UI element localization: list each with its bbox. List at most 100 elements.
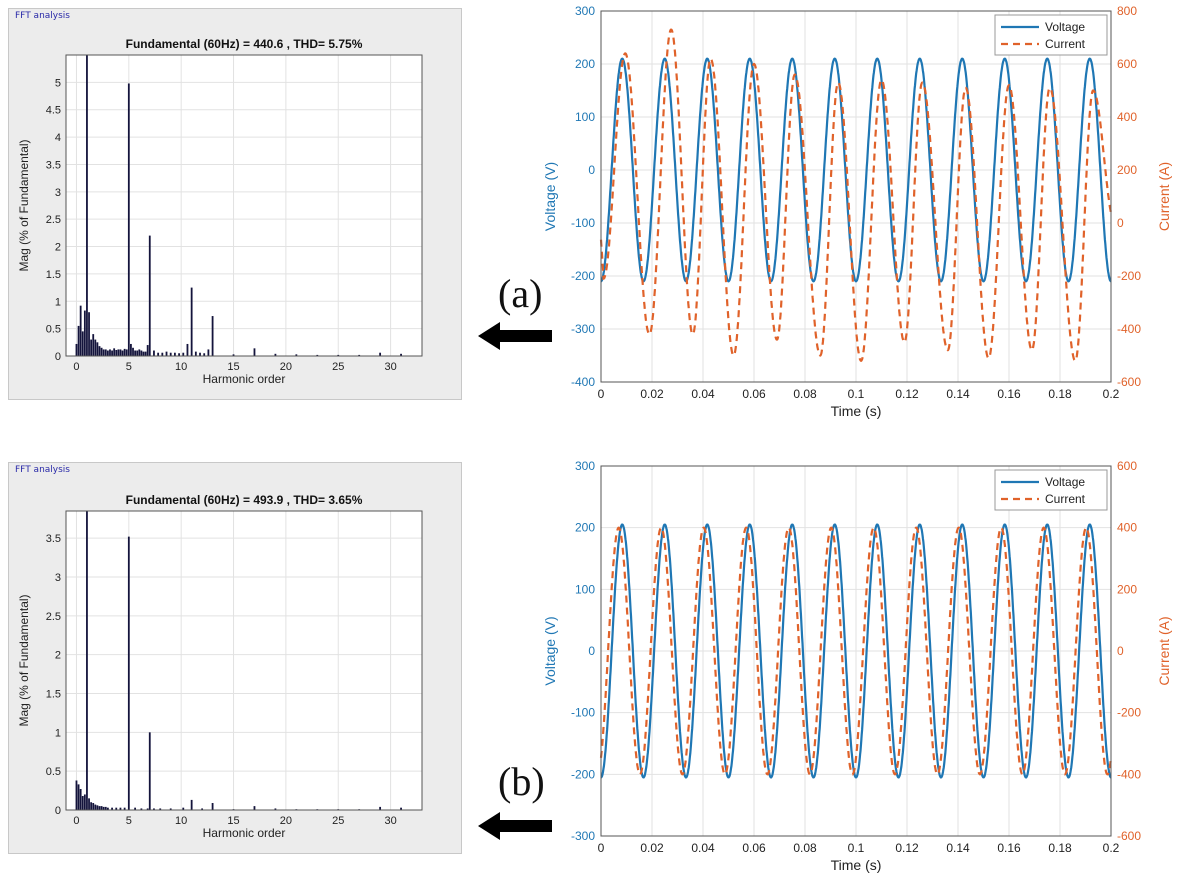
y-tick-label: 3.5 <box>46 533 61 545</box>
harmonic-bar <box>161 352 164 356</box>
plot-frame <box>600 465 1112 837</box>
y2-tick-label: 200 <box>1117 163 1137 177</box>
y2-tick-label: 0 <box>1117 216 1124 230</box>
harmonic-bar <box>316 354 319 356</box>
harmonic-bar <box>109 349 111 356</box>
harmonic-bar <box>90 339 93 356</box>
harmonic-bar <box>111 807 113 810</box>
harmonic-bar <box>106 807 109 810</box>
harmonic-bar <box>79 789 82 810</box>
harmonic-bar <box>140 350 143 356</box>
harmonic-bar <box>83 310 86 356</box>
x-tick-label: 15 <box>227 815 239 827</box>
legend-box <box>994 469 1108 511</box>
harmonic-bar <box>400 807 402 810</box>
x-tick-label: 10 <box>175 361 187 373</box>
x-tick-label: 0.1 <box>848 387 865 401</box>
harmonic-bar <box>100 347 103 356</box>
x-tick-label: 20 <box>280 361 292 373</box>
harmonic-bar <box>102 349 105 356</box>
harmonic-bar <box>253 806 256 810</box>
y2-tick-label: 800 <box>1117 4 1137 18</box>
plot-frame <box>600 10 1112 383</box>
legend-label: Current <box>1045 492 1086 506</box>
y2-axis-label: Current (A) <box>1156 162 1172 231</box>
x-tick-label: 0.08 <box>793 841 817 855</box>
y-tick-label: 1.5 <box>46 269 61 281</box>
y2-tick-label: 600 <box>1117 459 1137 473</box>
harmonic-bar <box>113 348 116 356</box>
y-tick-label: 0.5 <box>46 324 61 336</box>
x-tick-label: 0.02 <box>640 841 664 855</box>
harmonic-bar <box>140 808 143 810</box>
harmonic-bar <box>203 353 206 356</box>
harmonic-bar <box>92 803 95 810</box>
harmonic-bar <box>104 806 107 810</box>
harmonic-bar <box>153 350 155 356</box>
harmonic-bar <box>207 349 210 356</box>
harmonic-bar <box>119 807 122 810</box>
voltage-series-line <box>600 523 1112 779</box>
harmonic-bar <box>153 808 155 810</box>
y-tick-label: 2.5 <box>46 214 61 226</box>
harmonic-bar <box>146 808 149 810</box>
x-tick-label: 0.14 <box>946 841 970 855</box>
y2-tick-label: -400 <box>1117 767 1141 781</box>
harmonic-bar <box>130 343 132 356</box>
harmonic-bar <box>295 354 298 356</box>
harmonic-bar <box>136 350 139 356</box>
y2-tick-label: 600 <box>1117 57 1137 71</box>
x-tick-label: 0.08 <box>793 387 817 401</box>
y2-tick-label: -200 <box>1117 706 1141 720</box>
y-tick-label: -300 <box>571 322 595 336</box>
harmonic-bar <box>144 351 147 356</box>
harmonic-bar <box>88 798 90 810</box>
y-axis-label: Mag (% of Fundamental) <box>17 139 31 271</box>
x-tick-label: 0.18 <box>1048 841 1072 855</box>
harmonic-bar <box>173 352 176 356</box>
x-axis-label: Harmonic order <box>203 826 286 840</box>
harmonic-bar <box>125 349 128 356</box>
current-series-line <box>599 526 1113 776</box>
harmonic-bar <box>138 349 141 356</box>
harmonic-bar <box>77 325 80 356</box>
harmonic-bar <box>117 349 120 356</box>
label-b: (b) <box>498 759 545 804</box>
y-tick-label: 100 <box>575 110 595 124</box>
y-tick-label: 1 <box>55 296 61 308</box>
fft-panel-title: FFT analysis <box>15 465 70 475</box>
y2-tick-label: -400 <box>1117 322 1141 336</box>
y-tick-label: 2 <box>55 242 61 254</box>
harmonic-bar <box>400 353 402 356</box>
harmonic-bar <box>81 331 84 356</box>
y-tick-label: 0 <box>55 805 61 817</box>
x-axis-label: Time (s) <box>831 857 882 873</box>
x-tick-label: 5 <box>126 361 132 373</box>
y2-tick-label: -600 <box>1117 829 1141 843</box>
harmonic-bar <box>146 345 149 356</box>
harmonic-bar <box>337 354 340 356</box>
harmonic-bar <box>211 316 214 356</box>
y-tick-label: 4.5 <box>46 105 61 117</box>
harmonic-bar <box>274 353 277 356</box>
y-tick-label: -100 <box>571 706 595 720</box>
plot-frame <box>65 510 423 811</box>
x-tick-label: 0.2 <box>1103 387 1120 401</box>
harmonic-bar <box>134 350 137 356</box>
harmonic-bar <box>92 334 95 356</box>
harmonic-bar <box>96 805 99 810</box>
y-axis-label: Mag (% of Fundamental) <box>17 594 31 726</box>
harmonic-bar <box>157 352 160 356</box>
harmonic-bar <box>182 352 185 356</box>
harmonic-bar <box>115 807 118 810</box>
y-tick-label: 300 <box>575 459 595 473</box>
harmonic-bar <box>132 347 134 356</box>
x-tick-label: 0.2 <box>1103 841 1120 855</box>
harmonic-bar <box>201 808 204 810</box>
chart-title: Fundamental (60Hz) = 493.9 , THD= 3.65% <box>126 493 363 507</box>
x-tick-label: 0.04 <box>691 841 715 855</box>
y-tick-label: 0.5 <box>46 766 61 778</box>
x-tick-label: 0.1 <box>848 841 865 855</box>
